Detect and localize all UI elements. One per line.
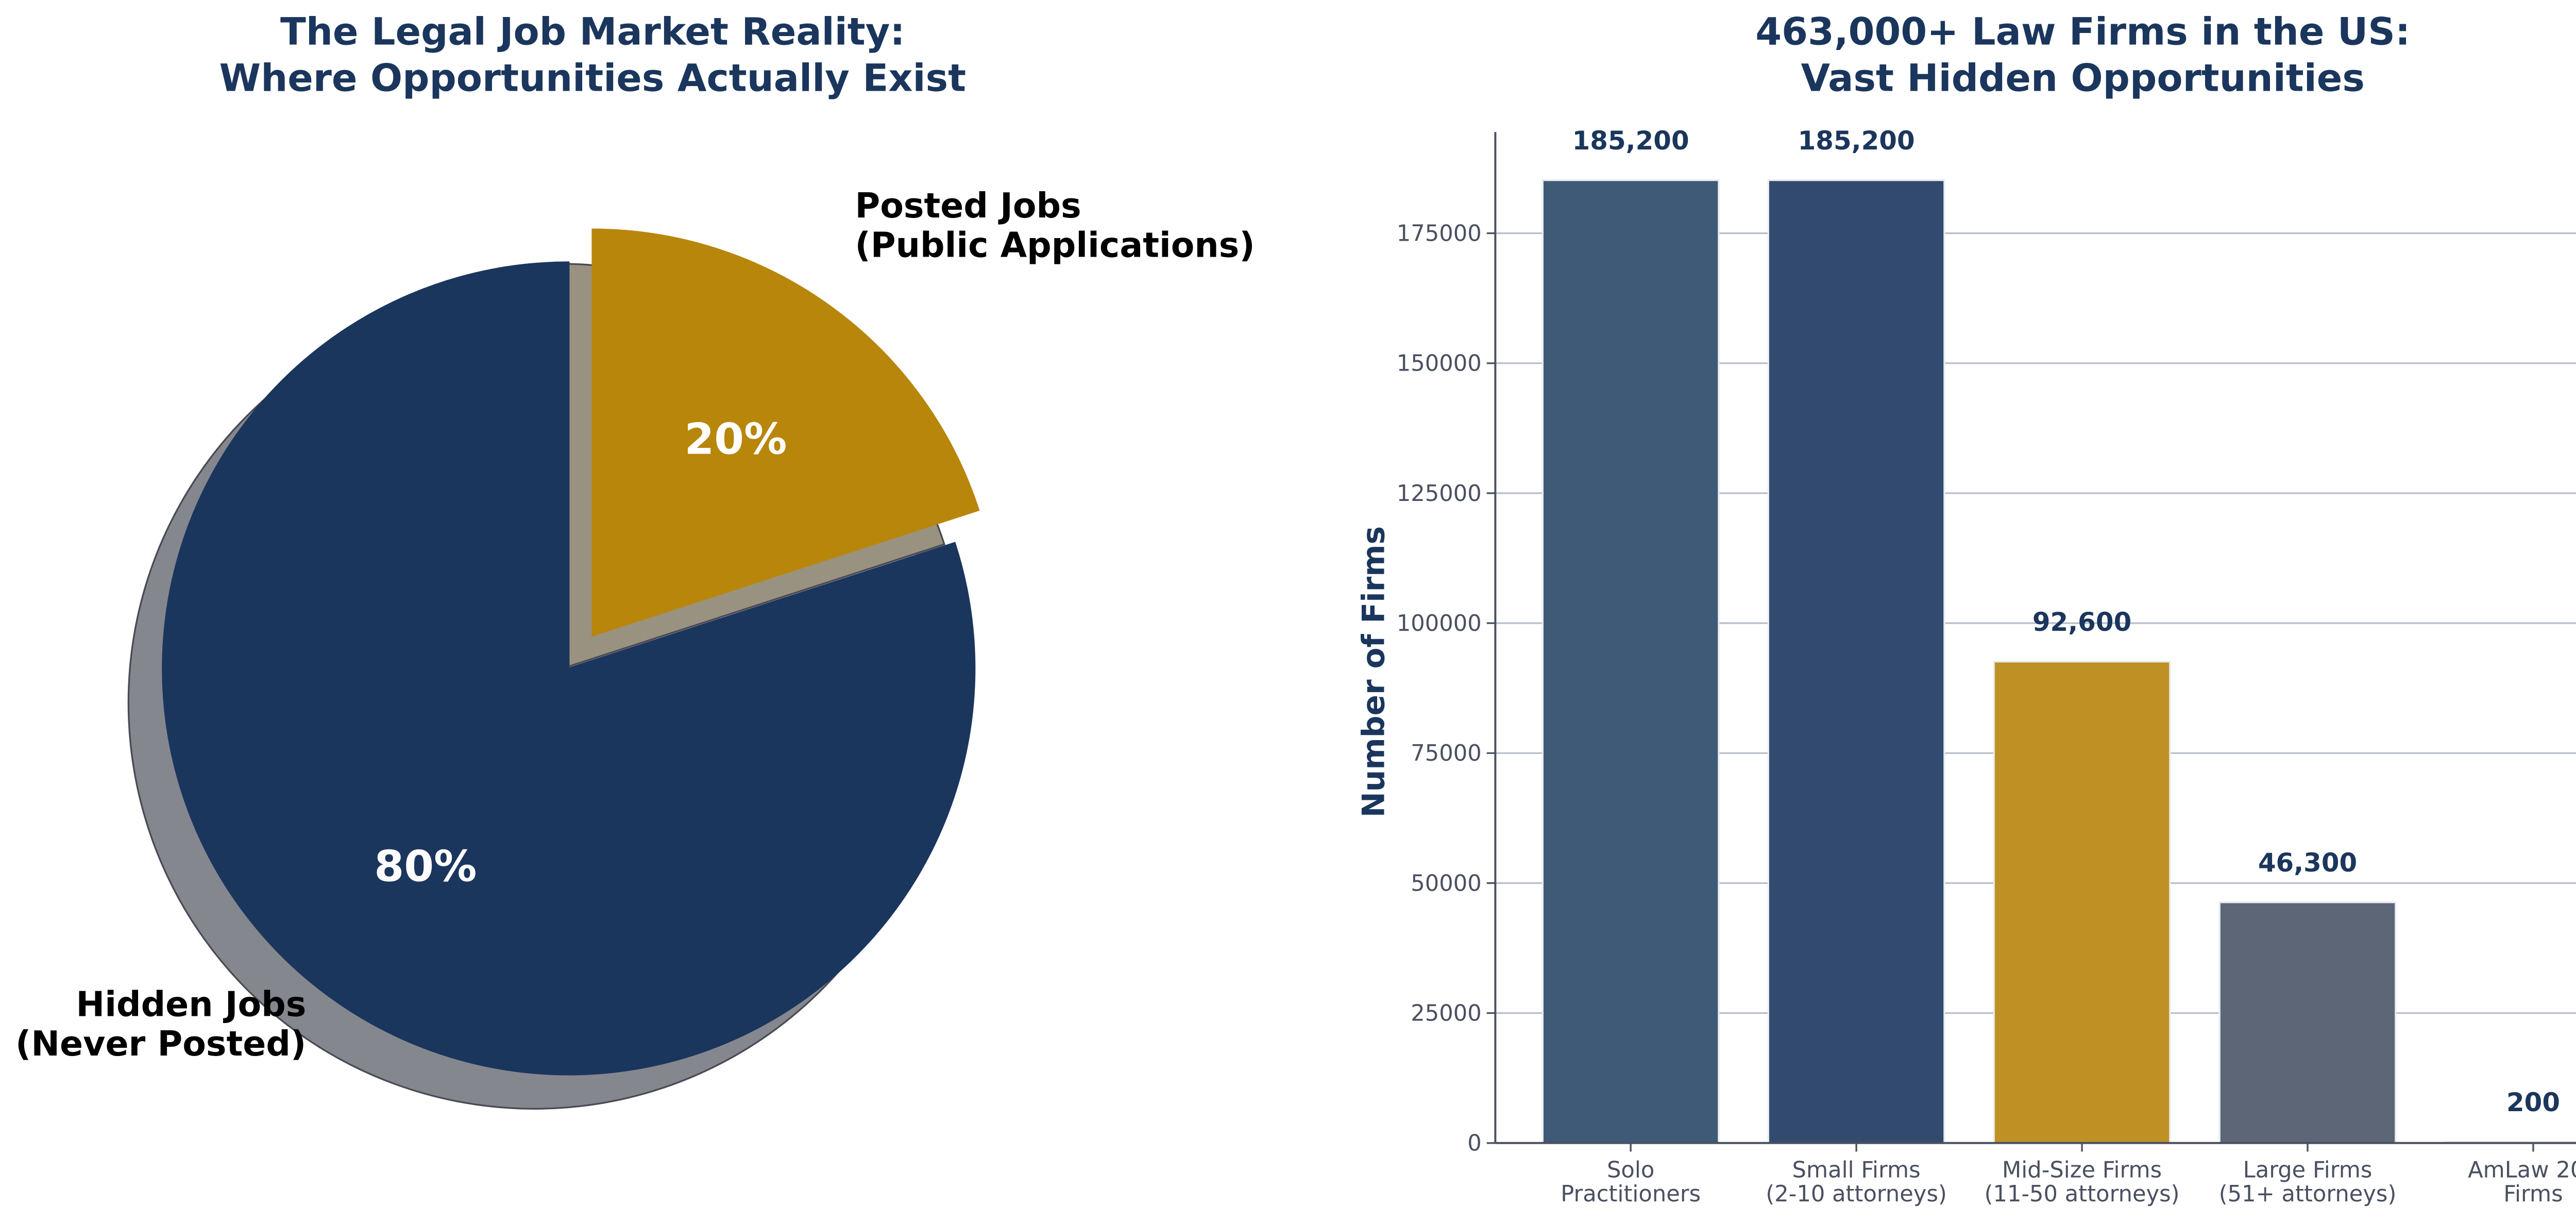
bar-value-label: 200: [2506, 1087, 2560, 1117]
bar-title: 463,000+ Law Firms in the US: Vast Hidden…: [1755, 10, 2410, 101]
bar-value-label: 185,200: [1572, 126, 1689, 156]
bar: [1993, 661, 2171, 1144]
bar: [2218, 901, 2397, 1144]
x-tick-label: Solo Practitioners: [1561, 1157, 1701, 1207]
y-tick-label: 125000: [1397, 481, 1482, 507]
bar-value-label: 92,600: [2032, 607, 2131, 637]
y-tick-label: 25000: [1411, 1001, 1482, 1027]
bar: [1767, 179, 1945, 1144]
x-tick-label: Small Firms (2-10 attorneys): [1766, 1157, 1946, 1207]
pie-pct-label: 20%: [684, 414, 787, 464]
pie-slice-0: [591, 228, 980, 637]
y-tick-label: 175000: [1397, 221, 1482, 247]
y-tick-label: 75000: [1411, 741, 1482, 766]
y-tick-label: 50000: [1411, 871, 1482, 896]
pie-title: The Legal Job Market Reality: Where Oppor…: [219, 10, 967, 101]
pie-slice-1: [162, 261, 976, 1076]
pie-pct-label: 80%: [374, 841, 477, 891]
bar-value-label: 185,200: [1798, 126, 1915, 156]
bar-chart: 463,000+ Law Firms in the US: Vast Hidden…: [1355, 10, 2576, 1207]
y-axis-label: Number of Firms: [1355, 526, 1392, 818]
x-tick-label: AmLaw 200Firms: [2468, 1157, 2576, 1207]
bar: [1541, 179, 1720, 1144]
pie-slice-label: Posted Jobs (Public Applications): [855, 186, 1255, 265]
y-tick-label: 150000: [1397, 351, 1482, 377]
bar-value-label: 46,300: [2258, 848, 2357, 878]
pie-slice-label: Hidden Jobs (Never Posted): [15, 984, 306, 1063]
y-tick-label: 100000: [1397, 611, 1482, 637]
x-tick-label: Mid-Size Firms (11-50 attorneys): [1985, 1157, 2180, 1207]
y-tick-label: 0: [1467, 1131, 1481, 1157]
x-tick-label: Large Firms (51+ attorneys): [2219, 1157, 2397, 1207]
pie-chart: The Legal Job Market Reality: Where Oppor…: [15, 10, 1255, 1110]
